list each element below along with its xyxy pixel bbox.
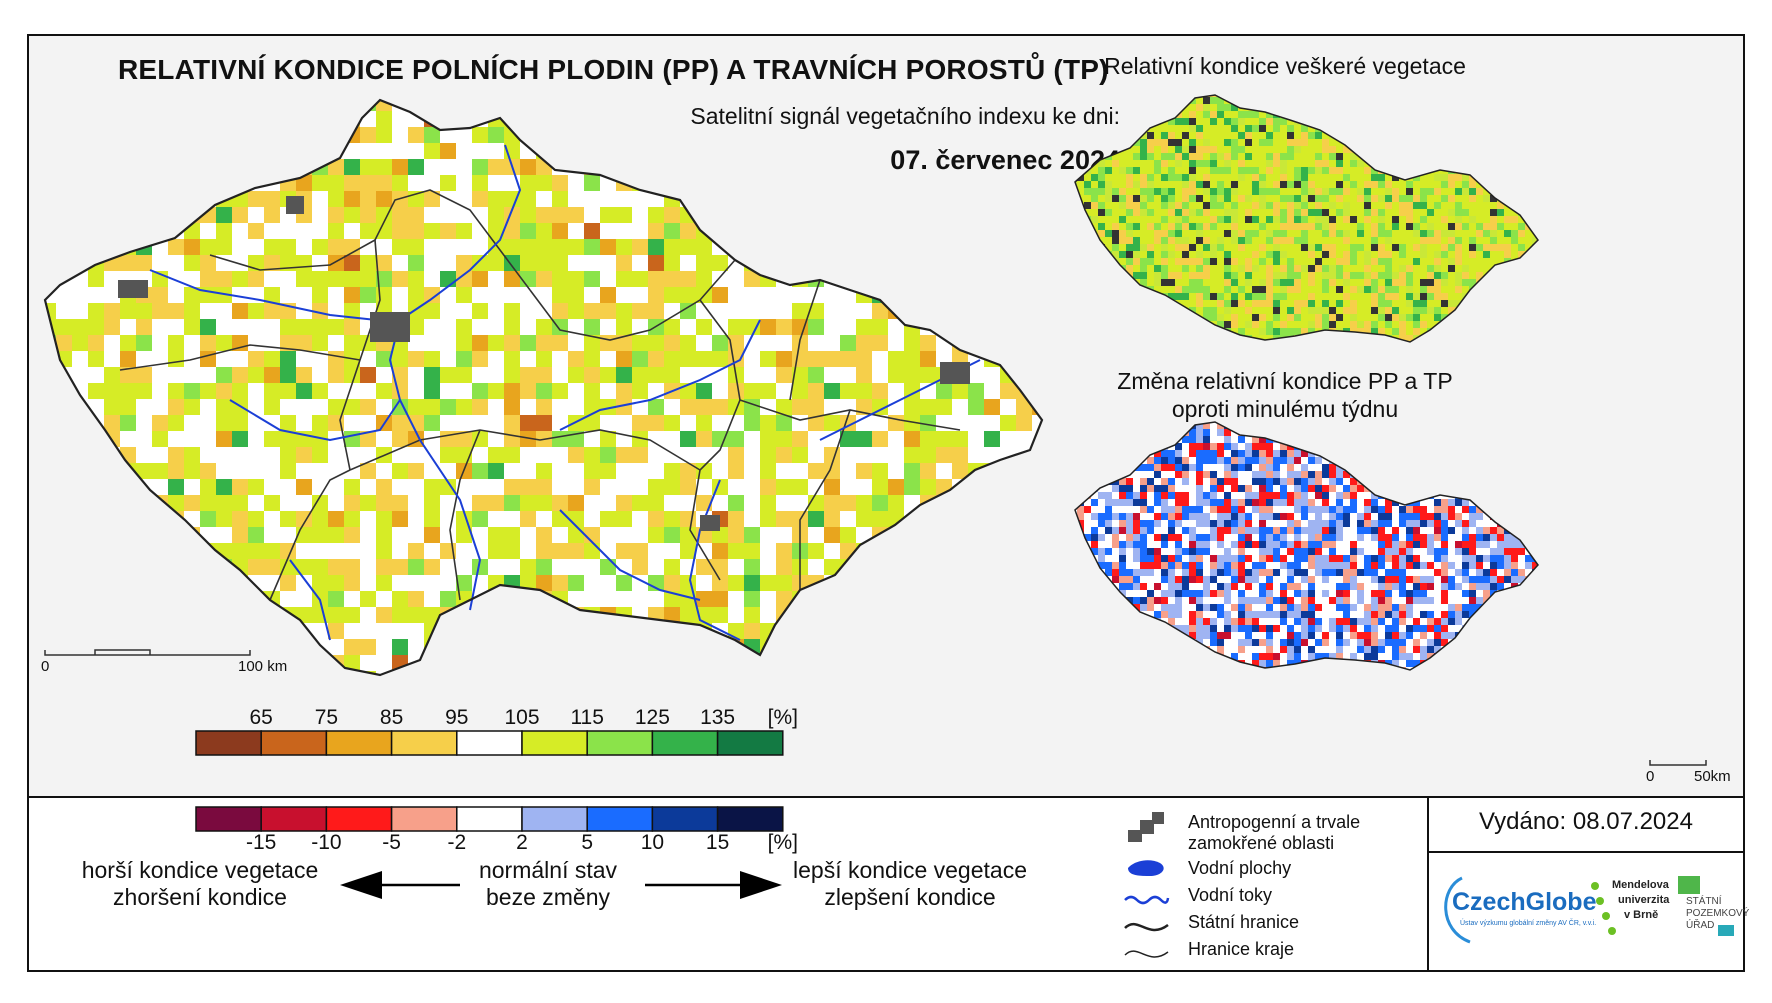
legend-swatch — [521, 806, 588, 832]
worse-condition-text: horší kondice vegetace zhoršení kondice — [60, 857, 340, 911]
legend-tick-label: 85 — [379, 706, 404, 729]
inset-scale-end: 50km — [1694, 768, 1731, 785]
legend-tick-label: 105 — [504, 706, 540, 729]
legend-tick-label: 5 — [581, 831, 594, 854]
legend-divider — [27, 796, 1745, 798]
left-arrow-icon — [340, 871, 460, 899]
legend-swatch — [195, 730, 262, 756]
legend-swatch — [260, 730, 328, 756]
legend-tick-label: [%] — [767, 831, 798, 854]
map-title: RELATIVNÍ KONDICE POLNÍCH PLODIN (PP) A … — [118, 54, 1109, 85]
czechglobe-logo-text: CzechGlobe — [1452, 888, 1597, 916]
normal-line2: beze změny — [485, 884, 610, 910]
inset-bottom-title-line1: Změna relativní kondice PP a TP — [1117, 368, 1453, 394]
inset-bottom-title: Změna relativní kondice PP a TP oproti m… — [1080, 367, 1490, 423]
legend-tick-label: 115 — [570, 706, 604, 729]
anthropogenic-line1: Antropogenní a trvale — [1188, 812, 1361, 832]
normal-state-text: normální stav beze změny — [458, 857, 638, 911]
inset-bottom-title-line2: oproti minulému týdnu — [1171, 396, 1399, 422]
anthropogenic-icon — [1128, 812, 1164, 842]
legend-tick-label: 135 — [700, 706, 736, 729]
right-arrow-icon — [645, 871, 782, 899]
legend-vertical-divider — [1427, 798, 1429, 970]
legend-tick-label: -10 — [311, 831, 342, 854]
state-border-icon — [1124, 922, 1169, 932]
better-line1: lepší kondice vegetace — [793, 857, 1027, 883]
legend-swatch — [521, 730, 588, 756]
water-body-icon — [1128, 860, 1164, 876]
worse-line1: horší kondice vegetace — [81, 857, 319, 883]
legend-swatch — [456, 730, 523, 756]
legend-swatch — [456, 806, 523, 832]
legend-tick-label: 65 — [249, 706, 273, 729]
worse-line2: zhoršení kondice — [113, 884, 287, 910]
legend-swatch — [260, 806, 328, 832]
anthropogenic-areas — [118, 196, 970, 531]
legend-tick-label: 15 — [705, 831, 730, 854]
mendel-line2: univerzita — [1618, 894, 1670, 906]
inset-vegetation-map — [1074, 94, 1539, 343]
water-streams-label: Vodní toky — [1188, 885, 1273, 905]
better-line2: zlepšení kondice — [824, 884, 996, 910]
water-stream-icon — [1124, 895, 1170, 905]
legend-tick-label: 95 — [445, 706, 469, 729]
main-map — [43, 98, 1044, 677]
inset-top-title: Relativní kondice veškeré vegetace — [1104, 53, 1466, 79]
issued-date: Vydáno: 08.07.2024 — [1479, 808, 1693, 835]
region-borders — [119, 189, 961, 601]
anthropogenic-line2: zamokřené oblasti — [1188, 833, 1335, 853]
legend-swatch — [716, 806, 784, 832]
region-border-label: Hranice kraje — [1188, 939, 1295, 959]
legend-tick-label: -5 — [382, 831, 401, 854]
main-scale-end: 100 km — [238, 658, 288, 675]
water-bodies-label: Vodní plochy — [1188, 858, 1292, 878]
legend-tick-label: -2 — [447, 831, 467, 854]
mendel-logo-text: Mendelova univerzita v Brně — [1612, 878, 1669, 923]
inset-change-map — [1074, 421, 1707, 766]
spu-line3: ÚŘAD — [1686, 920, 1715, 931]
region-border-icon — [1124, 950, 1169, 958]
spu-line2: POZEMKOVÝ — [1686, 908, 1750, 919]
legend-swatch — [390, 730, 458, 756]
anthropogenic-label: Antropogenní a trvale zamokřené oblasti — [1188, 812, 1360, 854]
legend-swatch — [390, 806, 458, 832]
inset-scale-start: 0 — [1646, 768, 1655, 785]
state-border-label: Státní hranice — [1188, 912, 1300, 932]
legend-tick-label: [%] — [767, 706, 798, 729]
czechglobe-logo-sub: Ústav výzkumu globální změny AV ČR, v.v.… — [1460, 920, 1597, 927]
main-scale-start: 0 — [41, 658, 50, 675]
spu-logo-text: STÁTNÍ POZEMKOVÝ ÚŘAD — [1686, 896, 1749, 932]
legend-swatch — [651, 730, 719, 756]
legend-tick-label: 125 — [634, 706, 670, 729]
better-condition-text: lepší kondice vegetace zlepšení kondice — [775, 857, 1045, 911]
legend-swatch — [325, 806, 393, 832]
legend-tick-label: 2 — [516, 831, 528, 854]
legend-tick-label: -15 — [246, 831, 277, 854]
legend-swatch — [716, 730, 784, 756]
main-scale-bar — [44, 649, 251, 656]
normal-line1: normální stav — [478, 857, 618, 883]
mendel-line3: v Brně — [1624, 909, 1659, 921]
map-subtitle: Satelitní signál vegetačního indexu ke d… — [690, 103, 1120, 129]
issued-divider — [1429, 851, 1743, 853]
spu-line1: STÁTNÍ — [1686, 896, 1722, 907]
legend-tick-label: 10 — [640, 831, 665, 854]
inset-scale-bar — [1649, 760, 1707, 766]
map-date: 07. červenec 2024 — [890, 145, 1120, 175]
mendel-line1: Mendelova — [1612, 879, 1669, 891]
legend-tick-label: 75 — [314, 706, 339, 729]
